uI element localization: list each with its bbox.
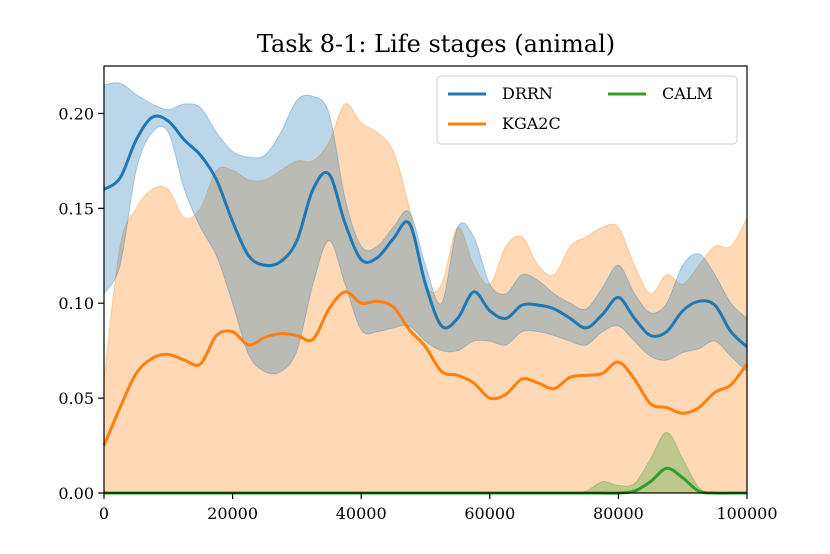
series-line-kga2c [102,290,749,447]
x-axis-ticks: 0 20000 40000 60000 80000 100000 [99,493,778,523]
legend-label-calm: CALM [662,84,713,103]
series-line-drrn [103,114,749,348]
y-axis-ticks: 0.00 0.05 0.10 0.15 0.20 [58,104,104,503]
x-tick-label: 40000 [336,504,387,523]
y-tick-label: 0.15 [58,199,94,218]
chart-title: Task 8-1: Life stages (animal) [257,30,615,58]
legend-label-drrn: DRRN [502,84,553,103]
x-tick-label: 100000 [716,504,777,523]
legend-box [436,75,738,145]
x-tick-label: 80000 [593,504,644,523]
legend-label-kga2c: KGA2C [502,114,561,133]
y-tick-label: 0.20 [58,104,94,123]
y-tick-label: 0.00 [58,484,94,503]
x-tick-label: 0 [99,504,109,523]
y-tick-label: 0.10 [58,294,94,313]
plot-frame [103,65,748,494]
x-tick-label: 20000 [207,504,258,523]
x-tick-label: 60000 [464,504,515,523]
legend: DRRN KGA2C CALM [436,75,738,145]
y-tick-label: 0.05 [58,389,94,408]
